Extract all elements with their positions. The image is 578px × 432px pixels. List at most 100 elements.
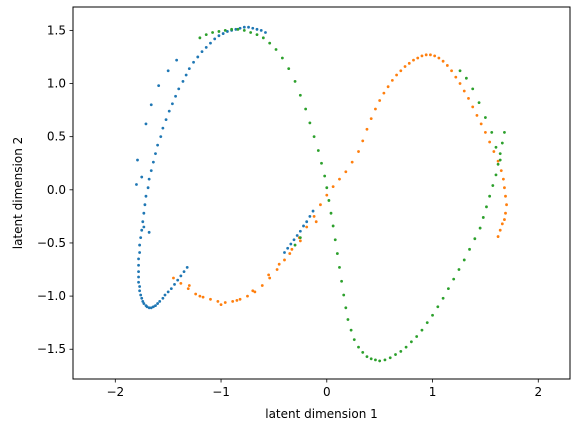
series-orange-point	[194, 292, 198, 296]
series-blue-point	[295, 234, 299, 237]
y-axis-title: latent dimension 2	[11, 137, 25, 250]
series-orange-point	[484, 131, 487, 134]
series-green-point	[268, 41, 272, 45]
series-blue-point	[174, 94, 177, 98]
series-blue-point	[177, 87, 181, 91]
series-blue-point	[182, 270, 186, 274]
series-orange-point	[420, 54, 424, 58]
series-blue-point	[264, 31, 267, 34]
series-blue-point	[144, 194, 148, 198]
series-blue-point	[156, 143, 160, 147]
series-orange-point	[172, 276, 175, 280]
series-blue-point	[156, 302, 160, 305]
series-green-point	[349, 328, 353, 332]
series-green-point	[298, 236, 302, 240]
series-blue-point	[138, 289, 142, 293]
series-orange-point	[504, 211, 507, 215]
series-green-point	[388, 356, 392, 360]
series-blue-point	[142, 211, 146, 215]
series-orange-point	[369, 117, 373, 120]
series-blue-point	[144, 122, 148, 126]
series-green-point	[293, 243, 297, 247]
series-green-point	[404, 345, 408, 349]
series-green-point	[217, 30, 221, 33]
series-orange-point	[246, 294, 249, 298]
series-green-point	[211, 31, 214, 34]
series-blue-point	[166, 69, 170, 73]
series-orange-point	[433, 54, 437, 58]
series-blue-point	[171, 102, 174, 106]
series-green-point	[352, 338, 356, 342]
series-orange-point	[479, 122, 483, 126]
series-green-point	[431, 313, 434, 317]
series-orange-point	[312, 214, 316, 218]
series-orange	[172, 53, 508, 306]
series-green-point	[335, 252, 339, 255]
series-green-point	[441, 296, 445, 300]
series-orange-point	[441, 59, 445, 63]
series-orange-point	[382, 91, 386, 95]
series-orange-point	[386, 85, 390, 89]
series-green-point	[331, 224, 335, 228]
series-blue-point	[221, 32, 225, 35]
series-green-point	[338, 266, 341, 269]
series-blue-point	[204, 45, 208, 49]
series-orange-point	[253, 290, 257, 294]
y-tick-label: −1.5	[37, 342, 66, 356]
series-blue-point	[151, 305, 155, 309]
series-green-point	[340, 279, 343, 283]
series-green-point	[198, 36, 202, 40]
series-orange-point	[458, 82, 462, 85]
series-green-point	[255, 33, 259, 37]
series-orange-point	[403, 65, 407, 68]
series-green-point	[399, 349, 403, 353]
x-tick-label: −2	[106, 385, 124, 399]
series-orange-point	[437, 56, 441, 60]
series-green-point	[320, 161, 323, 165]
series-orange-point	[350, 160, 354, 164]
series-green-point	[458, 69, 462, 73]
series-green-point	[230, 27, 234, 31]
series-orange-point	[471, 105, 475, 109]
series-green-point	[473, 237, 477, 241]
series-blue-point	[137, 280, 140, 284]
series-orange-point	[365, 127, 369, 131]
series-blue-point	[140, 228, 144, 232]
series-blue-point	[247, 25, 250, 29]
series-green-point	[494, 173, 498, 177]
series-blue-point	[143, 203, 147, 207]
series-blue-point	[163, 293, 167, 297]
series-green-point	[312, 135, 316, 139]
series-orange-point	[445, 64, 449, 67]
series-orange-point	[338, 177, 341, 181]
series-orange-point	[186, 287, 190, 291]
series-orange-point	[429, 53, 432, 57]
series-green-point	[464, 76, 468, 80]
series-blue-point	[139, 236, 143, 240]
series-orange-point	[198, 294, 202, 298]
series-blue-point	[137, 257, 140, 261]
series-blue-point	[181, 80, 185, 83]
series-green-point	[333, 238, 337, 242]
series-green-point	[327, 199, 331, 202]
series-orange-point	[467, 97, 470, 100]
series-green-point	[503, 131, 506, 134]
series-blue-point	[175, 58, 179, 62]
series-orange-point	[268, 276, 272, 280]
series-green-point	[488, 194, 492, 198]
x-axis: −2 −1 0 1 2	[106, 379, 542, 399]
series-blue-point	[137, 275, 140, 279]
series-blue-point	[161, 126, 165, 130]
series-blue-point	[149, 103, 153, 107]
series-green-point	[498, 152, 502, 156]
series-orange-point	[344, 170, 348, 174]
series-orange-point	[219, 303, 223, 306]
series-green-point	[374, 358, 377, 362]
series-green-point	[242, 28, 246, 32]
series-orange-point	[298, 239, 302, 243]
series-green-point	[378, 359, 382, 363]
series-orange-point	[331, 185, 335, 189]
series-green-point	[471, 87, 475, 91]
series-orange-point	[361, 139, 365, 143]
